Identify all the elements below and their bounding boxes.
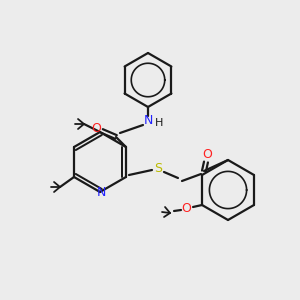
Text: N: N bbox=[96, 187, 106, 200]
Text: N: N bbox=[143, 115, 153, 128]
Text: O: O bbox=[181, 202, 191, 214]
Text: S: S bbox=[154, 163, 162, 176]
Text: O: O bbox=[91, 122, 101, 134]
Text: H: H bbox=[155, 118, 163, 128]
Text: O: O bbox=[202, 148, 212, 161]
